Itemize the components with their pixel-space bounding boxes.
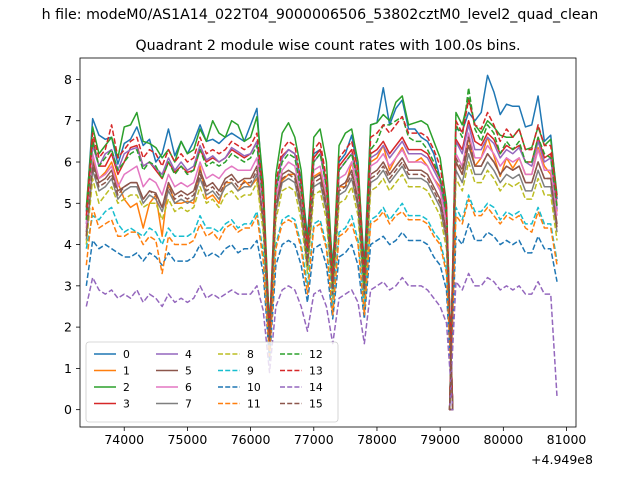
y-tick-label: 6: [64, 155, 72, 170]
legend-label-5: 5: [185, 365, 192, 378]
plot-area: 74000 75000 76000 77000 78000 79000 80000 81000…: [64, 57, 593, 467]
figure-suptitle: h file: modeM0/AS1A14_022T04_9000006506_…: [42, 7, 599, 23]
legend-label-11: 11: [247, 398, 261, 411]
series-line-2: [85, 95, 558, 411]
series-line-7: [85, 153, 558, 411]
x-tick-label: 77000: [294, 432, 334, 447]
legend-label-0: 0: [123, 348, 130, 361]
x-tick-label: 80000: [483, 432, 523, 447]
series-line-8: [85, 161, 558, 411]
x-axis: 74000 75000 76000 77000 78000 79000 80000 81000: [104, 427, 586, 447]
y-tick-label: 2: [64, 320, 72, 335]
x-tick-label: 78000: [357, 432, 397, 447]
legend-label-6: 6: [185, 381, 192, 394]
legend-label-2: 2: [123, 381, 130, 394]
legend-label-1: 1: [123, 365, 130, 378]
x-tick-label: 76000: [231, 432, 271, 447]
y-tick-label: 4: [64, 237, 72, 252]
series-line-9: [85, 194, 558, 411]
legend-label-3: 3: [123, 398, 130, 411]
y-tick-label: 1: [64, 361, 72, 376]
axes-frame: [79, 57, 577, 428]
legend-label-8: 8: [247, 348, 254, 361]
x-offset-label: +4.949e8: [531, 452, 593, 467]
x-tick-label: 75000: [168, 432, 208, 447]
y-tick-label: 8: [64, 72, 72, 87]
series-line-10: [85, 223, 558, 411]
y-tick-label: 0: [64, 402, 72, 417]
legend-box: [85, 341, 339, 423]
series-line-11: [85, 198, 558, 411]
y-axis: 0 1 2 3 4 5 6 7 8: [64, 72, 80, 417]
legend-label-12: 12: [309, 348, 323, 361]
legend-label-14: 14: [309, 381, 323, 394]
x-tick-label: 79000: [420, 432, 460, 447]
series-line-13: [85, 99, 558, 411]
series-lines: [85, 74, 558, 411]
legend-label-10: 10: [247, 381, 261, 394]
x-tick-label: 74000: [104, 432, 144, 447]
legend-label-4: 4: [185, 348, 192, 361]
y-tick-label: 5: [64, 196, 72, 211]
series-line-15: [85, 136, 558, 411]
legend-label-13: 13: [309, 365, 323, 378]
legend-label-9: 9: [247, 365, 254, 378]
series-line-14: [85, 272, 558, 411]
legend-label-15: 15: [309, 398, 323, 411]
chart-title: Quadrant 2 module wise count rates with …: [135, 38, 520, 54]
y-tick-label: 3: [64, 278, 72, 293]
legend-label-7: 7: [185, 398, 192, 411]
x-tick-label: 81000: [547, 432, 587, 447]
y-tick-label: 7: [64, 113, 72, 128]
